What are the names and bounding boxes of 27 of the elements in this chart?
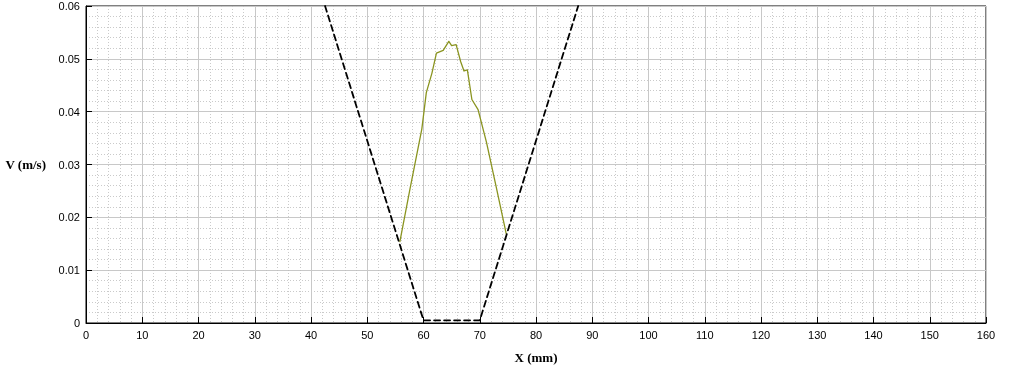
x-tick-label: 150 (920, 328, 939, 341)
x-tick-label: 80 (529, 328, 543, 341)
x-tick-label: 70 (473, 328, 486, 341)
x-tick-label: 100 (639, 328, 658, 341)
x-axis-title: X (mm) (514, 350, 558, 365)
y-tick-label: 0.04 (58, 105, 80, 118)
x-tick-label: 140 (864, 328, 883, 341)
y-tick-label: 0.02 (58, 211, 80, 224)
x-tick-label: 0 (82, 328, 90, 341)
x-tick-label: 10 (136, 328, 149, 341)
x-tick-label: 40 (304, 328, 318, 341)
x-tick-label: 110 (695, 328, 714, 341)
y-tick-label: 0.06 (58, 0, 80, 12)
y-axis-title: V (m/s) (5, 157, 46, 172)
y-tick-label: 0.05 (58, 52, 80, 65)
x-tick-label: 20 (192, 328, 205, 341)
x-tick-label: 60 (417, 328, 430, 341)
x-tick-label: 160 (976, 328, 996, 341)
x-tick-label: 30 (248, 328, 261, 341)
x-tick-label: 90 (586, 328, 599, 341)
y-tick-label: 0.03 (58, 158, 80, 171)
y-tick-label: 0.01 (58, 264, 80, 277)
x-tick-label: 50 (361, 328, 374, 341)
y-tick-label: 0 (73, 317, 80, 329)
line-series (399, 40, 507, 243)
x-tick-label: 130 (808, 328, 827, 341)
x-tick-label: 120 (751, 328, 771, 341)
